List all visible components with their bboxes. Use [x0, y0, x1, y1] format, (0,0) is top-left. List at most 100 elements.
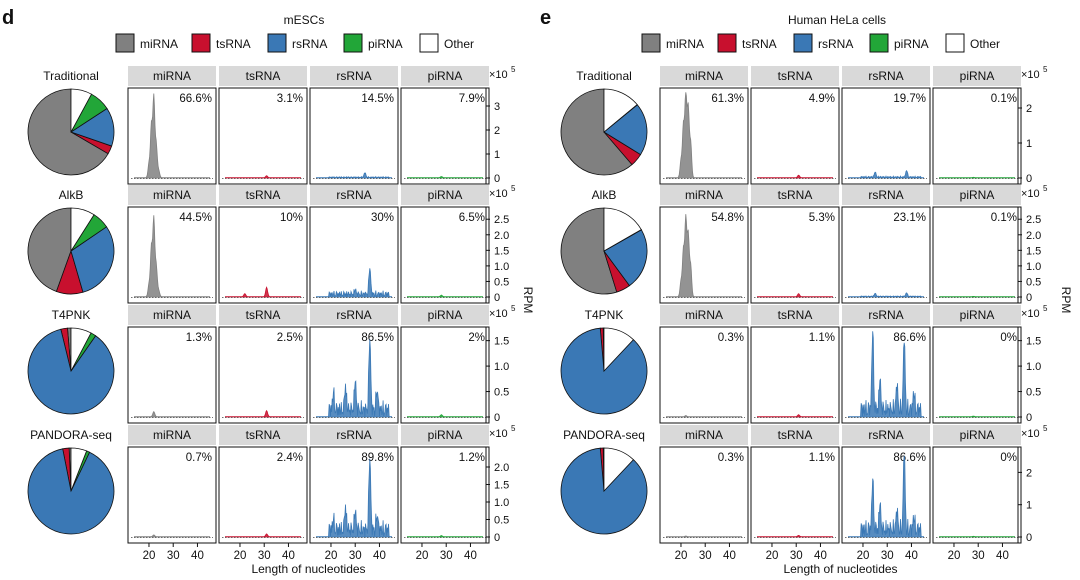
- percent-label: 7.9%: [459, 93, 485, 105]
- plot-frame: [932, 326, 1022, 424]
- method-label: AlkB: [592, 188, 617, 202]
- plot-frame: [127, 87, 217, 185]
- panel-miRNA: miRNA 54.8%: [659, 185, 749, 304]
- y-tick-label: 3: [494, 101, 500, 113]
- strip: [310, 305, 398, 325]
- strip-label: miRNA: [153, 69, 191, 83]
- percent-label: 1.1%: [809, 452, 835, 464]
- method-label: AlkB: [59, 188, 84, 202]
- percent-label: 4.9%: [809, 93, 835, 105]
- series-trace-piRNA: [939, 535, 1015, 538]
- y-tick-label: 1.5: [494, 480, 509, 492]
- percent-label: 30%: [371, 212, 394, 224]
- y-tick-label: 1.5: [494, 245, 509, 257]
- y-tick-label: 0: [494, 412, 500, 424]
- plot-frame: [932, 446, 1022, 544]
- percent-label: 66.6%: [179, 93, 212, 105]
- strip-label: rsRNA: [868, 428, 903, 442]
- percent-label: 19.7%: [893, 93, 926, 105]
- y-tick-label: 2.0: [1026, 230, 1041, 242]
- chart-title: mESCs: [284, 13, 325, 27]
- y-axis: 0 0.5 1.0 1.5 2.0 ×10 5: [485, 424, 516, 544]
- panel-tsRNA: tsRNA 1.1%: [750, 305, 840, 424]
- strip-label: tsRNA: [778, 188, 813, 202]
- plot-frame: [659, 326, 749, 424]
- percent-label: 86.6%: [893, 452, 926, 464]
- series-trace-piRNA: [407, 294, 483, 298]
- strip-label: tsRNA: [246, 428, 281, 442]
- x-axis-label: Length of nucleotides: [251, 562, 365, 576]
- legend-swatch-tsRNA: [191, 33, 211, 53]
- y-tick-label: 2.5: [1026, 214, 1041, 226]
- percent-label: 1.2%: [459, 452, 485, 464]
- figure-panel-d: d mESCs miRNA tsRNA rsRNA piRNA Other Tradition…: [2, 7, 535, 576]
- plot-frame: [127, 206, 217, 304]
- plot-frame: [400, 326, 490, 424]
- series-trace-rsRNA: [316, 268, 392, 299]
- panel-piRNA: piRNA 1.2% 20 30 40: [400, 425, 490, 562]
- y-tick-label: 1: [494, 149, 500, 161]
- strip-label: miRNA: [153, 428, 191, 442]
- y-tick-label: 0: [1026, 532, 1032, 544]
- panel-miRNA: miRNA 1.3%: [127, 305, 217, 424]
- series-trace-rsRNA: [316, 458, 392, 538]
- series-trace-miRNA: [666, 92, 742, 179]
- exponent-label: ×10: [489, 308, 508, 320]
- plot-frame: [309, 87, 399, 185]
- legend-label-piRNA: piRNA: [894, 37, 929, 51]
- y-tick-label: 0: [494, 173, 500, 185]
- pie-chart: [27, 327, 115, 415]
- y-tick-label: 1.0: [1026, 361, 1041, 373]
- strip: [219, 185, 307, 205]
- y-tick-label: 1.5: [1026, 336, 1041, 348]
- percent-label: 1.3%: [186, 332, 212, 344]
- x-tick-label: 40: [464, 550, 477, 562]
- strip: [310, 66, 398, 86]
- strip: [933, 425, 1021, 445]
- strip: [842, 185, 930, 205]
- percent-label: 86.6%: [893, 332, 926, 344]
- y-tick-label: 2.0: [494, 462, 509, 474]
- y-axis: 0 1 2 ×10 5: [1017, 65, 1048, 185]
- pie-slice-Other: [603, 88, 638, 133]
- method-label: T4PNK: [52, 308, 91, 322]
- panel-rsRNA: rsRNA 19.7%: [841, 66, 931, 185]
- y-axis-label: RPM: [521, 287, 535, 314]
- strip: [751, 185, 839, 205]
- panel-piRNA: piRNA 0% 20 30 40: [932, 425, 1022, 562]
- pie-slice-Other: [603, 207, 642, 252]
- strip-label: tsRNA: [246, 69, 281, 83]
- pie-slice-miRNA: [27, 88, 109, 176]
- panel-piRNA: piRNA 6.5%: [400, 185, 490, 304]
- exponent-label: ×10: [1021, 308, 1040, 320]
- y-tick-label: 0: [1026, 412, 1032, 424]
- legend-label-piRNA: piRNA: [368, 37, 403, 51]
- y-tick-label: 2: [1026, 103, 1032, 115]
- strip: [660, 66, 748, 86]
- strip-label: rsRNA: [336, 188, 371, 202]
- pie-chart: [560, 447, 648, 535]
- legend-swatch-Other: [945, 33, 965, 53]
- strip: [660, 425, 748, 445]
- plot-frame: [218, 87, 308, 185]
- panel-tsRNA: tsRNA 3.1%: [218, 66, 308, 185]
- y-axis: 0 0.5 1.0 1.5 ×10 5: [485, 304, 516, 424]
- chart-title: Human HeLa cells: [788, 13, 886, 27]
- y-axis-label: RPM: [1059, 287, 1073, 314]
- y-tick-label: 0.5: [494, 387, 509, 399]
- panel-miRNA: miRNA 0.3%: [659, 305, 749, 424]
- strip-label: piRNA: [428, 69, 463, 83]
- plot-frame: [659, 87, 749, 185]
- strip-label: miRNA: [685, 69, 723, 83]
- legend-label-miRNA: miRNA: [666, 37, 704, 51]
- legend-swatch-miRNA: [115, 33, 135, 53]
- x-tick-label: 20: [857, 550, 870, 562]
- series-trace-miRNA: [134, 534, 210, 538]
- y-tick-label: 0.5: [1026, 387, 1041, 399]
- pie-slice-rsRNA: [603, 104, 648, 156]
- pie-chart: [560, 207, 648, 295]
- x-tick-label: 20: [143, 550, 156, 562]
- row-T4PNK: T4PNK miRNA 1.3% tsRNA 2.5% rsRNA 86.5% piRNA 2%…: [27, 304, 516, 424]
- strip-label: tsRNA: [246, 308, 281, 322]
